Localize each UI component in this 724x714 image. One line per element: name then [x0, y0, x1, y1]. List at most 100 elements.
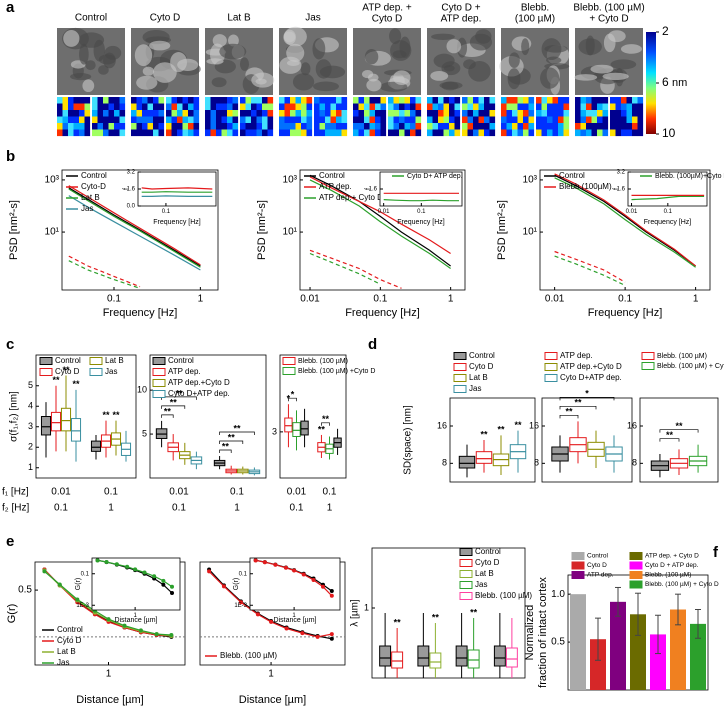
plot-frame [541, 397, 633, 483]
heatmap-cell [558, 129, 564, 137]
cell-texture [134, 44, 153, 67]
heatmap-cell [506, 110, 513, 117]
x-axis-label: Distance [µm] [76, 694, 143, 706]
heatmap-cell [97, 103, 104, 111]
heatmap-cell [68, 97, 74, 104]
heatmap-cell [314, 129, 320, 137]
sig-label: ** [175, 388, 183, 398]
heatmap-cell [454, 110, 461, 117]
heatmap-cell [306, 103, 313, 111]
heatmap-cell [443, 116, 450, 124]
heatmap-cell [586, 129, 592, 137]
heatmap-cell [279, 110, 285, 117]
heatmap-cell [541, 129, 548, 137]
heatmap-cell [182, 129, 189, 137]
legend-swatch [629, 580, 643, 589]
legend-label: ATP dep. [560, 351, 593, 360]
series-line [309, 174, 451, 267]
heatmap-cell [591, 110, 598, 117]
y-tick-label: 1.6 [127, 187, 136, 193]
heatmap-cell [615, 110, 622, 117]
heatmap-cell [489, 123, 496, 130]
heatmap-cell [205, 116, 211, 124]
plot-frame [61, 169, 219, 291]
heatmap-cell [449, 103, 455, 111]
cell-texture [142, 30, 170, 45]
heatmap-cell [193, 103, 200, 111]
series-line [554, 250, 626, 283]
data-point [207, 569, 212, 574]
legend-label: Lat B [81, 193, 100, 202]
sig-label: ** [675, 421, 683, 431]
heatmap-cell [216, 103, 222, 111]
y-tick-label: 1.0 [551, 589, 565, 600]
heatmap-cell [615, 123, 622, 130]
data-point [114, 562, 119, 567]
series-line [68, 260, 141, 289]
heatmap-cell [158, 129, 165, 137]
x-tick-label: 0.01 [287, 487, 307, 498]
heatmap-cell [221, 103, 228, 111]
heatmap-cell [330, 110, 337, 117]
legend-swatch [282, 357, 296, 365]
legend-swatch [453, 374, 467, 382]
heatmap-cell [210, 116, 217, 124]
heatmap-cell [547, 123, 553, 130]
heatmap-cell [454, 123, 461, 130]
heatmap-cell [227, 103, 233, 111]
heatmap-cell [610, 116, 616, 124]
heatmap-cell [393, 129, 400, 137]
data-point [329, 636, 334, 641]
sig-bracket [559, 405, 597, 410]
heatmap-cell [232, 129, 239, 137]
legend-swatch [282, 367, 296, 375]
x-tick-label: 0.01 [300, 293, 320, 304]
heatmap-cell [449, 110, 455, 117]
image-label: Blebb. [521, 3, 549, 14]
heatmap-cell [147, 97, 154, 104]
heatmap-cell [517, 129, 524, 137]
legend-swatch [629, 561, 643, 570]
sig-label: * [585, 389, 589, 399]
sig-label: ** [514, 420, 522, 430]
x-axis-label: Distance [µm] [239, 694, 306, 706]
heatmap-cell [136, 123, 143, 130]
heatmap-cell [375, 103, 381, 111]
panel-letter: c [6, 336, 14, 353]
heatmap-cell [158, 110, 165, 117]
heatmap-cell [114, 97, 120, 104]
y-tick-label: 10¹ [283, 227, 298, 238]
box [379, 645, 392, 667]
heatmap-cell [462, 129, 468, 137]
legend-label: ATP dep. [319, 182, 352, 191]
x-tick-label: 1 [268, 668, 274, 679]
y-tick-label: 1.6 [617, 187, 626, 193]
heatmap-cell [119, 129, 126, 137]
x-tick-label: 1 [106, 668, 112, 679]
heatmap-cell [177, 103, 183, 111]
x-tick-label: 1 [234, 503, 240, 514]
heatmap-cell [136, 129, 143, 137]
heatmap-cell [563, 116, 570, 124]
heatmap-cell [256, 123, 263, 130]
panel-letter: e [6, 533, 14, 550]
heatmap-cell [410, 103, 416, 111]
heatmap-cell [341, 110, 348, 117]
heatmap-cell [369, 103, 376, 111]
heatmap-cell [325, 129, 331, 137]
heatmap-cell [319, 116, 326, 124]
heatmap-cell [341, 103, 348, 111]
series-line [141, 187, 213, 190]
heatmap-cell [632, 123, 638, 130]
legend-label: Cyto D+ ATP dep. [407, 173, 463, 180]
heatmap-cell [290, 123, 296, 130]
heatmap-cell [427, 123, 433, 130]
heatmap-cell [388, 129, 394, 137]
heatmap-cell [79, 123, 85, 130]
heatmap-cell [523, 129, 529, 137]
plot-frame [639, 397, 719, 483]
series-line [141, 191, 213, 193]
data-point [311, 578, 316, 583]
heatmap-cell [284, 116, 291, 124]
data-point [269, 619, 274, 624]
